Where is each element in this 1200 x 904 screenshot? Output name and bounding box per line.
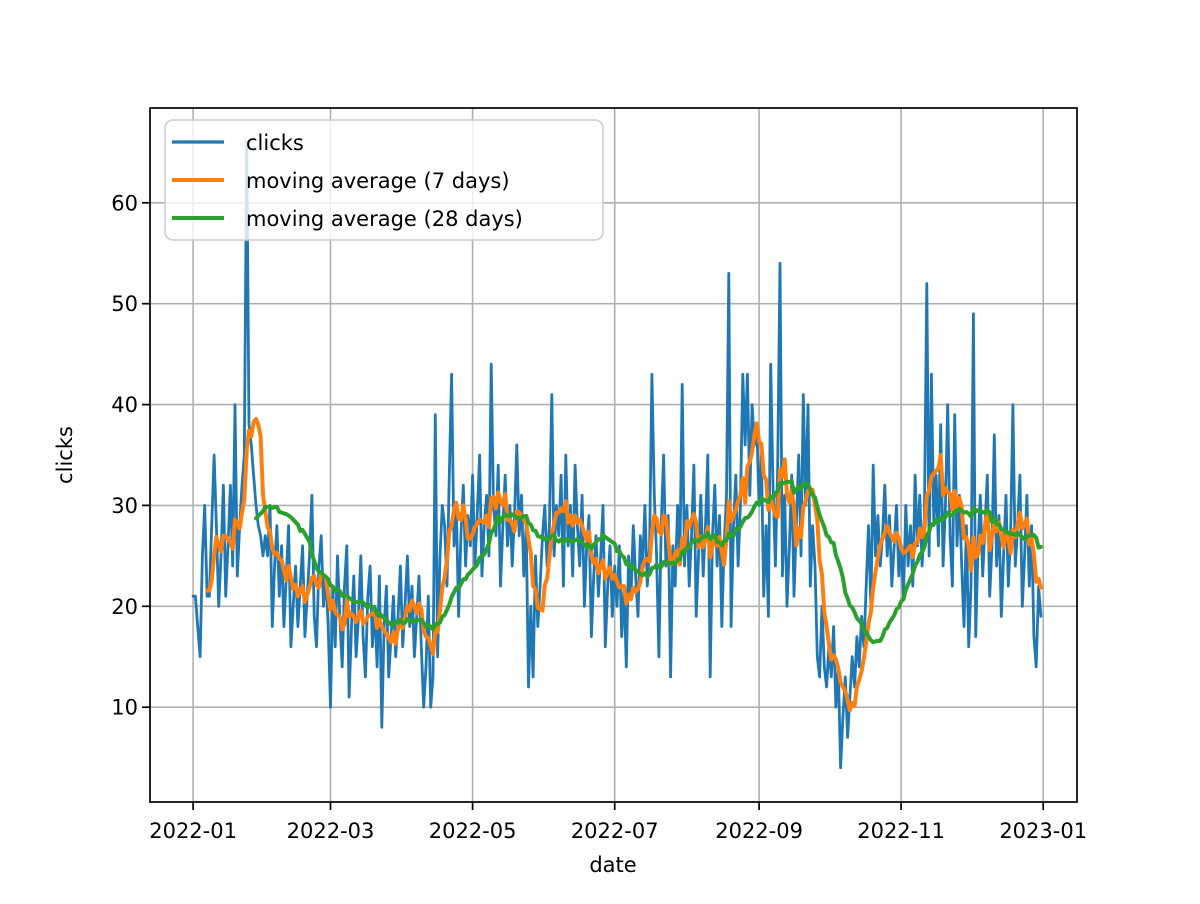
tick-labels: 2022-01 2022-03 2022-05 2022-07 2022-09 2022-… bbox=[111, 191, 1087, 843]
series-line-ma7 bbox=[205, 417, 1043, 713]
legend-box bbox=[164, 119, 604, 241]
series-line-clicks bbox=[191, 140, 1043, 770]
legend-entry-ma28: moving average (28 days) bbox=[172, 207, 523, 231]
y-tick-label: 50 bbox=[111, 292, 138, 316]
y-tick-label: 10 bbox=[111, 696, 138, 720]
x-tick-label: 2022-03 bbox=[287, 819, 375, 843]
legend-entry-ma7: moving average (7 days) bbox=[172, 169, 510, 193]
y-tick-label: 20 bbox=[111, 595, 138, 619]
axes-spines bbox=[149, 107, 1078, 803]
x-tick-label: 2022-01 bbox=[149, 819, 237, 843]
x-tick-label: 2022-09 bbox=[715, 819, 803, 843]
x-tick-label: 2022-11 bbox=[857, 819, 945, 843]
x-axis-label: date bbox=[589, 853, 636, 877]
x-tick-label: 2023-01 bbox=[999, 819, 1087, 843]
legend: clicks moving average (7 days) moving av… bbox=[164, 119, 604, 241]
legend-label-ma7: moving average (7 days) bbox=[246, 169, 510, 193]
y-tick-label: 60 bbox=[111, 191, 138, 215]
legend-label-ma28: moving average (28 days) bbox=[246, 207, 523, 231]
x-tick-label: 2022-05 bbox=[429, 819, 517, 843]
y-tick-label: 30 bbox=[111, 494, 138, 518]
series-line-ma28 bbox=[254, 479, 1043, 645]
x-tick-label: 2022-07 bbox=[571, 819, 659, 843]
legend-entry-clicks: clicks bbox=[172, 131, 304, 155]
y-tick-label: 40 bbox=[111, 393, 138, 417]
tick-marks bbox=[142, 201, 1045, 810]
legend-label-clicks: clicks bbox=[246, 131, 304, 155]
y-axis-label: clicks bbox=[53, 426, 77, 484]
series-lines bbox=[191, 140, 1043, 770]
